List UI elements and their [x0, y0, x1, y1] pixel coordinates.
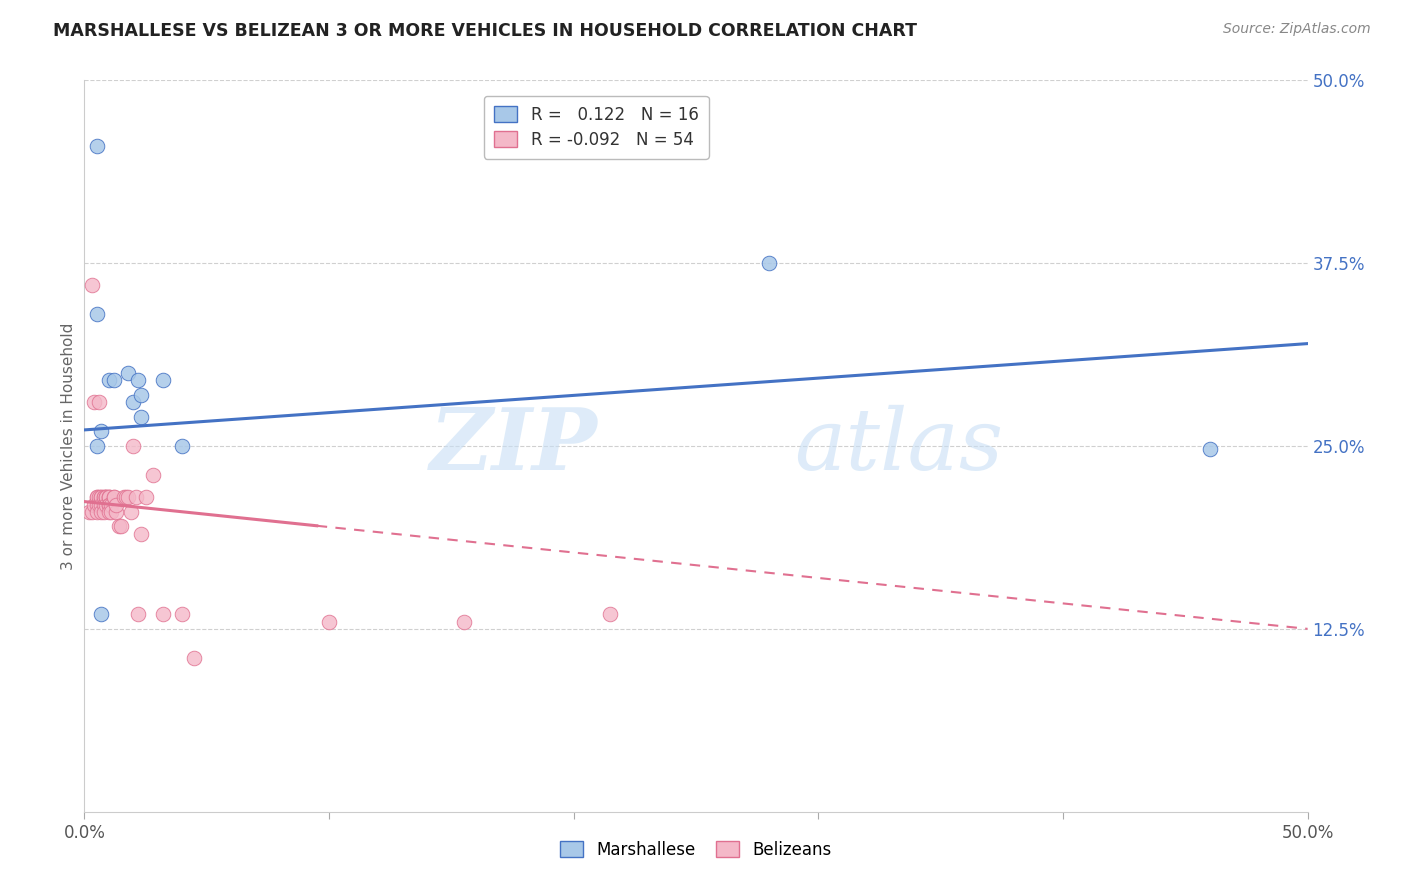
Point: [86, 490, 108, 504]
Point: [96, 490, 118, 504]
Point: [129, 409, 152, 424]
Point: [112, 490, 135, 504]
Point: [103, 490, 125, 504]
Point: [90, 498, 112, 512]
Point: [110, 519, 132, 533]
Point: [103, 490, 125, 504]
Point: [105, 498, 128, 512]
Point: [93, 490, 115, 504]
Point: [318, 615, 340, 629]
Point: [1198, 442, 1220, 456]
Point: [100, 498, 122, 512]
Point: [86, 439, 108, 453]
Point: [90, 425, 112, 439]
Legend: Marshallese, Belizeans: Marshallese, Belizeans: [554, 834, 838, 865]
Point: [97, 505, 120, 519]
Point: [129, 388, 152, 402]
Text: atlas: atlas: [794, 405, 1002, 487]
Point: [127, 373, 149, 387]
Point: [142, 468, 165, 483]
Point: [152, 373, 174, 387]
Point: [125, 490, 148, 504]
Point: [135, 490, 157, 504]
Y-axis label: 3 or more Vehicles in Household: 3 or more Vehicles in Household: [60, 322, 76, 570]
Point: [117, 490, 139, 504]
Point: [80, 278, 103, 293]
Point: [93, 505, 115, 519]
Point: [127, 607, 149, 622]
Point: [93, 490, 115, 504]
Point: [90, 505, 112, 519]
Point: [172, 607, 194, 622]
Point: [599, 607, 621, 622]
Point: [86, 498, 108, 512]
Point: [129, 526, 152, 541]
Point: [758, 256, 780, 270]
Point: [96, 498, 118, 512]
Point: [96, 490, 118, 504]
Point: [120, 505, 142, 519]
Point: [152, 607, 174, 622]
Point: [83, 498, 105, 512]
Point: [90, 607, 112, 622]
Point: [83, 395, 105, 409]
Point: [453, 615, 475, 629]
Point: [97, 498, 120, 512]
Point: [86, 307, 108, 321]
Point: [115, 490, 138, 504]
Point: [87, 498, 110, 512]
Point: [97, 490, 120, 504]
Point: [93, 498, 115, 512]
Point: [122, 395, 145, 409]
Point: [122, 439, 145, 453]
Point: [87, 395, 110, 409]
Point: [86, 505, 108, 519]
Text: Source: ZipAtlas.com: Source: ZipAtlas.com: [1223, 22, 1371, 37]
Point: [107, 519, 129, 533]
Point: [86, 490, 108, 504]
Point: [172, 439, 194, 453]
Text: MARSHALLESE VS BELIZEAN 3 OR MORE VEHICLES IN HOUSEHOLD CORRELATION CHART: MARSHALLESE VS BELIZEAN 3 OR MORE VEHICL…: [53, 22, 918, 40]
Point: [80, 505, 103, 519]
Point: [97, 490, 120, 504]
Point: [97, 373, 120, 387]
Text: ZIP: ZIP: [430, 404, 598, 488]
Point: [103, 373, 125, 387]
Point: [86, 139, 108, 153]
Point: [77, 505, 100, 519]
Point: [97, 490, 120, 504]
Point: [97, 498, 120, 512]
Point: [183, 651, 205, 665]
Point: [100, 505, 122, 519]
Point: [117, 366, 139, 380]
Point: [90, 490, 112, 504]
Point: [87, 490, 110, 504]
Point: [96, 490, 118, 504]
Point: [90, 490, 112, 504]
Point: [105, 505, 128, 519]
